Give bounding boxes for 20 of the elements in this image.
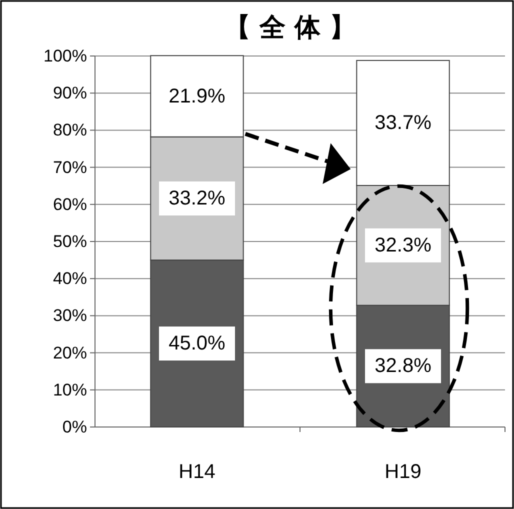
y-tick-label: 50% bbox=[52, 232, 87, 251]
y-tick-label: 70% bbox=[52, 158, 87, 177]
y-tick-label: 20% bbox=[52, 343, 87, 362]
data-label: 32.3% bbox=[374, 234, 432, 256]
chart-title: 【 全 体 】 bbox=[224, 13, 356, 43]
y-tick-label: 10% bbox=[52, 380, 87, 400]
data-label: 21.9% bbox=[168, 85, 226, 108]
y-tick-label: 90% bbox=[52, 84, 87, 103]
data-label: 33.2% bbox=[168, 187, 226, 210]
y-tick-label: 40% bbox=[52, 269, 87, 288]
y-tick-label: 30% bbox=[52, 306, 87, 326]
data-label: 32.8% bbox=[374, 355, 432, 378]
y-tick-label: 0% bbox=[62, 418, 87, 436]
x-tick-label: H14 bbox=[178, 461, 216, 483]
y-tick-label: 60% bbox=[52, 194, 87, 214]
y-tick-label: 80% bbox=[52, 120, 87, 140]
x-tick-label: H19 bbox=[384, 461, 422, 483]
y-tick-label: 100% bbox=[44, 46, 87, 66]
data-label: 45.0% bbox=[168, 332, 226, 355]
data-label: 33.7% bbox=[374, 112, 432, 134]
